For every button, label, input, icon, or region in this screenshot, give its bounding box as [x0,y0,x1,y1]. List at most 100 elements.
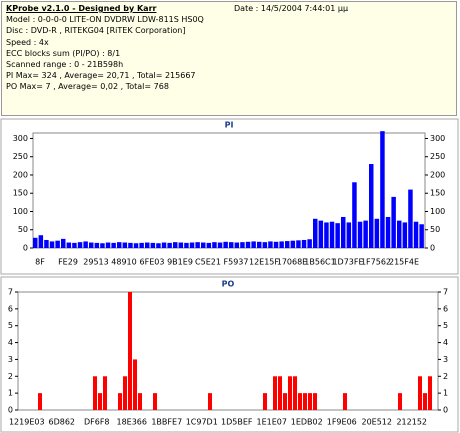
x-tick-label: 1E1E07 [257,418,287,427]
bar [100,243,105,248]
info-line: Disc : DVD-R , RITEKG04 [RiTEK Corporati… [6,26,186,36]
bar [285,241,290,248]
y-tick-label: 6 [443,304,448,313]
bar [423,393,427,410]
y-tick-label: 2 [443,372,448,381]
bar [98,393,102,410]
bar [391,196,396,248]
bar [128,242,133,248]
bar [217,242,223,248]
y-tick-label: 4 [443,338,448,347]
bar [153,393,157,410]
y-tick-label: 6 [8,304,13,313]
bar [298,393,302,410]
x-tick-label: 9B1E9 [167,258,193,267]
bar [288,376,292,410]
x-tick-label: 1219E03 [9,418,45,427]
bar [93,376,97,410]
bar [313,218,318,248]
bar [257,241,262,248]
bar [352,182,357,248]
x-tick-label: 1D73FE [332,258,363,267]
bar [77,242,83,248]
y-tick-label: 5 [443,321,448,330]
x-tick-label: 17068E [277,258,308,267]
x-tick-label: 29513 [83,258,108,267]
bar [229,242,234,248]
bar [357,221,363,248]
x-tick-label: 1F9E06 [327,418,357,427]
y-tick-label: 0 [443,406,448,415]
po-panel [0,276,459,433]
y-tick-label: 250 [430,152,445,161]
y-tick-label: 7 [443,288,448,297]
y-tick-label: 0 [8,406,13,415]
bar [296,240,301,248]
bar [212,242,217,248]
bar [122,242,128,248]
bar [341,216,346,248]
bar [318,220,324,248]
bar [385,216,391,248]
y-tick-label: 1 [443,389,448,398]
bar [301,239,307,248]
x-tick-label: 6D862 [48,418,75,427]
bar [413,221,419,248]
y-tick-label: 4 [8,338,13,347]
bar [397,220,402,248]
bar [128,292,132,410]
bar [303,393,307,410]
x-tick-label: 212152 [396,418,427,427]
bar [201,242,206,248]
pi-panel [0,118,459,275]
bar [374,218,380,248]
y-tick-label: 200 [430,170,445,179]
x-tick-label: 1F7562 [361,258,391,267]
bar [408,189,413,248]
bar [103,376,107,410]
date: Date : 14/5/2004 7:44:01 μμ [234,4,349,13]
bar [240,242,245,248]
y-tick-label: 3 [8,355,13,364]
bar [346,222,352,248]
bar [117,242,122,248]
bar [89,242,94,248]
x-tick-label: 6FE03 [140,258,165,267]
info-line: Speed : 4x [6,37,49,47]
x-tick-label: 12E15F [249,258,279,267]
bar [195,242,200,248]
bar [335,223,340,248]
y-tick-label: 2 [8,372,13,381]
y-tick-label: 3 [443,355,448,364]
x-tick-label: 8F [35,258,45,267]
x-tick-label: C5E21 [195,258,221,267]
info-line: PO Max= 7 , Average= 0,02 , Total= 768 [6,82,169,92]
bar [307,239,312,248]
bar [133,359,137,410]
bar [293,376,297,410]
bar [329,221,335,248]
bar [161,242,167,248]
bar [402,222,408,248]
bar [208,393,212,410]
bar [283,393,287,410]
y-tick-label: 5 [8,321,13,330]
y-tick-label: 0 [430,244,435,253]
bar [184,242,189,248]
bar [418,376,422,410]
y-tick-label: 300 [430,134,445,143]
x-tick-label: FE29 [58,258,78,267]
y-tick-label: 7 [8,288,13,297]
bar [138,393,142,410]
bar [273,376,277,410]
y-tick-label: 100 [13,207,28,216]
bar [139,242,144,248]
y-tick-label: 200 [13,170,28,179]
bar [156,243,161,248]
bar [105,242,111,248]
info-box: KProbe v2.1.0 - Designed by Karr Date : … [1,1,457,116]
x-tick-label: 1D5BEF [221,418,253,427]
x-tick-label: 18E366 [116,418,147,427]
bar [118,393,122,410]
